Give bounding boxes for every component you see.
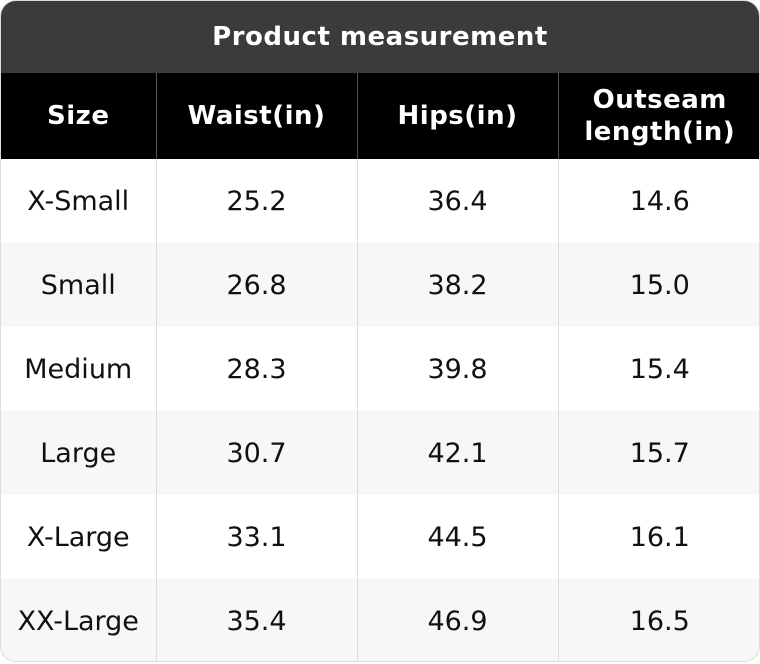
card-title: Product measurement (1, 1, 759, 73)
measurement-cell: 39.8 (356, 327, 558, 411)
measurement-cell: 14.6 (557, 159, 759, 243)
table-body: X-Small 25.2 36.4 14.6 Small 26.8 38.2 15.0 Medi… (1, 159, 759, 661)
measurement-cell: 44.5 (356, 495, 558, 579)
table-row: Large 30.7 42.1 15.7 (1, 411, 759, 495)
measurement-cell: 30.7 (155, 411, 357, 495)
measurement-cell: 25.2 (155, 159, 357, 243)
measurement-cell: 26.8 (155, 243, 357, 327)
measurement-cell: 16.5 (557, 579, 759, 661)
measurement-cell: 15.0 (557, 243, 759, 327)
table-row: XX-Large 35.4 46.9 16.5 (1, 579, 759, 661)
measurement-cell: 33.1 (155, 495, 357, 579)
size-cell: X-Small (27, 185, 130, 217)
measurement-cell: 35.4 (155, 579, 357, 661)
measurement-cell: 36.4 (356, 159, 558, 243)
size-cell: Medium (24, 353, 133, 385)
measurement-cell: 15.4 (557, 327, 759, 411)
header-row: Size Waist(in) Hips(in) Outseam length(in) (1, 73, 759, 159)
size-cell: Small (1, 243, 156, 327)
measurement-cell: 46.9 (356, 579, 558, 661)
table-row: X-Large 33.1 44.5 16.1 (1, 495, 759, 579)
column-header: Hips(in) (356, 73, 558, 159)
column-header: Size (1, 73, 156, 159)
measurement-table: Size Waist(in) Hips(in) Outseam length(in) … (1, 73, 759, 661)
size-cell: Large (1, 411, 156, 495)
table-row: X-Small 25.2 36.4 14.6 (1, 159, 759, 243)
table-row: Small 26.8 38.2 15.0 (1, 243, 759, 327)
size-cell: X-Large (26, 521, 130, 553)
column-header: Outseam length(in) (557, 73, 759, 159)
measurement-cell: 28.3 (155, 327, 357, 411)
measurement-cell: 15.7 (557, 411, 759, 495)
column-header: Waist(in) (155, 73, 357, 159)
size-cell: XX-Large (1, 579, 156, 661)
table-row: Medium 28.3 39.8 15.4 (1, 327, 759, 411)
measurement-cell: 42.1 (356, 411, 558, 495)
measurement-cell: 38.2 (356, 243, 558, 327)
measurement-cell: 16.1 (557, 495, 759, 579)
